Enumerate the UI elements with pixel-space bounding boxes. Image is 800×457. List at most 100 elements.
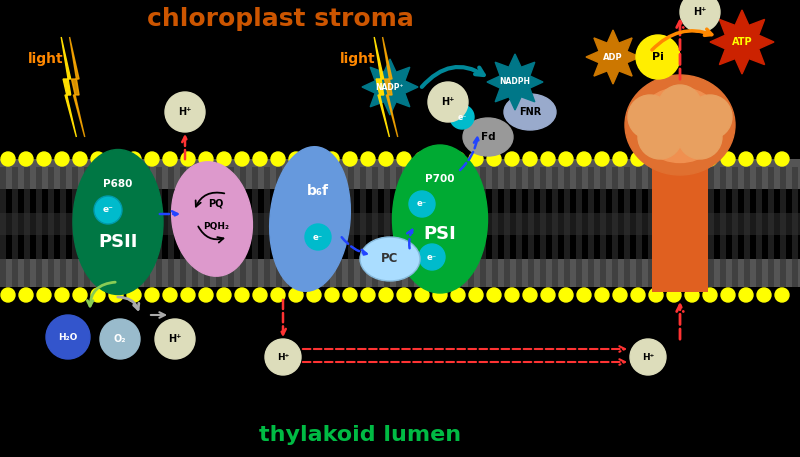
Circle shape [73, 152, 87, 166]
Circle shape [91, 288, 105, 302]
Circle shape [343, 152, 357, 166]
Bar [300, 167, 306, 287]
Circle shape [433, 152, 447, 166]
Circle shape [235, 152, 249, 166]
Text: O₂: O₂ [114, 334, 126, 344]
Bar [444, 167, 450, 287]
Bar [384, 167, 390, 287]
Ellipse shape [504, 94, 556, 130]
Bar [216, 167, 222, 287]
Circle shape [541, 288, 555, 302]
Bar [600, 167, 606, 287]
Circle shape [636, 35, 680, 79]
Bar [672, 167, 678, 287]
Circle shape [419, 244, 445, 270]
Circle shape [613, 152, 627, 166]
Text: b₆f: b₆f [307, 184, 329, 198]
Polygon shape [374, 37, 390, 137]
Circle shape [658, 85, 702, 129]
Circle shape [487, 288, 501, 302]
Bar [24, 167, 30, 287]
Circle shape [235, 288, 249, 302]
Text: H⁺: H⁺ [168, 334, 182, 344]
Circle shape [631, 288, 645, 302]
Bar [204, 167, 210, 287]
Circle shape [649, 152, 663, 166]
Text: e⁻: e⁻ [427, 253, 437, 261]
Circle shape [678, 115, 722, 159]
Ellipse shape [73, 149, 163, 294]
Text: NADP⁺: NADP⁺ [376, 83, 404, 91]
Circle shape [688, 95, 732, 139]
Circle shape [685, 152, 699, 166]
Circle shape [37, 288, 51, 302]
Text: e⁻: e⁻ [417, 200, 427, 208]
Bar [624, 167, 630, 287]
Bar [480, 167, 486, 287]
Circle shape [73, 288, 87, 302]
Text: PQH₂: PQH₂ [203, 223, 229, 232]
Bar [420, 167, 426, 287]
Circle shape [649, 288, 663, 302]
Circle shape [451, 152, 465, 166]
Bar [276, 167, 282, 287]
Bar [492, 167, 498, 287]
Circle shape [181, 288, 195, 302]
Polygon shape [710, 10, 774, 74]
Circle shape [487, 152, 501, 166]
Circle shape [199, 152, 213, 166]
Circle shape [613, 288, 627, 302]
Bar [36, 167, 42, 287]
Bar [720, 167, 726, 287]
Bar [396, 167, 402, 287]
Bar [312, 167, 318, 287]
Bar [792, 167, 798, 287]
Polygon shape [382, 37, 398, 137]
Circle shape [628, 95, 672, 139]
Circle shape [757, 288, 771, 302]
Circle shape [271, 288, 285, 302]
Polygon shape [487, 54, 543, 110]
Bar [612, 167, 618, 287]
Bar [252, 167, 258, 287]
Bar [660, 167, 666, 287]
Circle shape [595, 288, 609, 302]
Circle shape [638, 115, 682, 159]
Circle shape [307, 288, 321, 302]
Bar [744, 167, 750, 287]
Circle shape [199, 288, 213, 302]
Circle shape [703, 152, 717, 166]
Circle shape [19, 288, 33, 302]
Bar [336, 167, 342, 287]
Circle shape [523, 152, 537, 166]
Bar [60, 167, 66, 287]
Bar [48, 167, 54, 287]
Bar [156, 167, 162, 287]
Circle shape [667, 288, 681, 302]
Circle shape [415, 152, 429, 166]
Circle shape [595, 152, 609, 166]
Text: H₂O: H₂O [58, 333, 78, 341]
Circle shape [91, 152, 105, 166]
Text: e⁻: e⁻ [458, 112, 466, 122]
Circle shape [163, 288, 177, 302]
Bar [72, 167, 78, 287]
Ellipse shape [463, 118, 513, 156]
Circle shape [450, 105, 474, 129]
Circle shape [505, 152, 519, 166]
Circle shape [541, 152, 555, 166]
Text: H⁺: H⁺ [178, 107, 192, 117]
Circle shape [631, 152, 645, 166]
Bar [552, 167, 558, 287]
Bar [192, 167, 198, 287]
Circle shape [163, 152, 177, 166]
Circle shape [100, 319, 140, 359]
Text: light: light [340, 52, 376, 66]
Bar [696, 167, 702, 287]
Circle shape [155, 319, 195, 359]
Text: P700: P700 [426, 174, 454, 184]
Circle shape [559, 288, 573, 302]
Bar [648, 167, 654, 287]
Bar [756, 167, 762, 287]
Circle shape [265, 339, 301, 375]
